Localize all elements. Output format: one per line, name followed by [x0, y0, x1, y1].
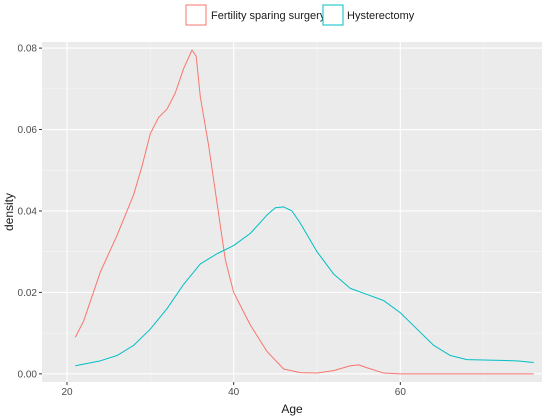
y-tick-label: 0.06: [18, 125, 38, 136]
legend-item-fertility-sparing-surgery: Fertility sparing surgery: [185, 4, 326, 26]
y-tick-label: 0.04: [18, 206, 38, 217]
y-axis-title: density: [2, 193, 16, 231]
y-tick-label: 0.02: [18, 288, 38, 299]
y-tick-label: 0.08: [18, 44, 38, 55]
legend-label-fertility-sparing-surgery: Fertility sparing surgery: [211, 10, 326, 22]
x-tick-label: 60: [395, 387, 407, 398]
series-line-fertility-sparing-surgery: [74, 49, 534, 375]
legend-key-hysterectomy: [322, 4, 344, 26]
axes: 20 40 60 0.00 0.02 0.04 0.06 0.08: [18, 44, 407, 398]
legend-label-hysterectomy: Hysterectomy: [347, 10, 415, 22]
legend-item-hysterectomy: Hysterectomy: [322, 4, 415, 26]
series-line-hysterectomy: [75, 206, 534, 367]
legend: Fertility sparing surgery Hysterectomy: [185, 4, 415, 26]
x-axis-title: Age: [281, 402, 303, 416]
y-tick-label: 0.00: [18, 369, 38, 380]
plot-background: [42, 42, 542, 382]
x-tick-label: 40: [228, 387, 240, 398]
x-tick-label: 20: [61, 387, 73, 398]
series-layer: [74, 49, 534, 375]
legend-key-fertility-sparing-surgery: [185, 4, 207, 26]
